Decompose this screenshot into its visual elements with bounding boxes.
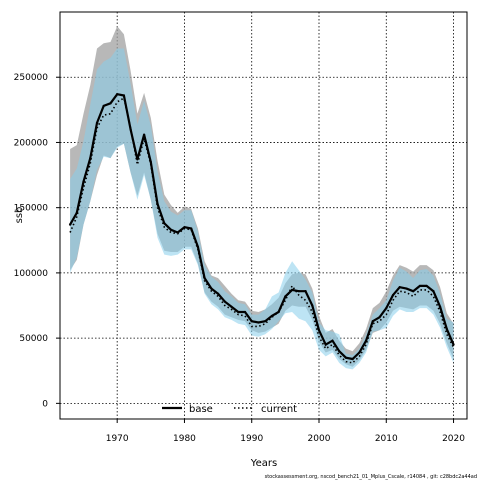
point-base <box>129 128 132 131</box>
point-base <box>412 290 415 293</box>
y-axis: 0 50000 100000 150000 200000 250000 <box>14 73 60 409</box>
point-base <box>405 287 408 290</box>
point-base <box>122 94 126 97</box>
point-base <box>257 321 260 324</box>
point-base <box>398 286 401 289</box>
point-base <box>116 93 119 96</box>
point-base <box>317 329 321 332</box>
point-base <box>149 160 152 164</box>
x-axis: 1970 1980 1990 2000 2010 2020 <box>106 419 465 444</box>
point-base <box>230 305 233 308</box>
series-lines <box>68 92 455 364</box>
x-tick-label: 1990 <box>240 434 263 444</box>
x-tick-label: 1980 <box>173 434 196 444</box>
point-base <box>378 316 381 319</box>
point-base <box>438 305 442 308</box>
point-base <box>163 222 166 225</box>
point-base <box>344 356 348 359</box>
point-base <box>418 284 422 288</box>
y-axis-title: ssb <box>14 207 25 224</box>
legend-label-current: current <box>261 404 297 415</box>
legend: base current <box>162 404 297 415</box>
x-tick-label: 2020 <box>442 434 465 444</box>
plot-frame <box>59 11 468 420</box>
point-base <box>371 320 374 323</box>
point-base <box>68 223 72 226</box>
point-base <box>284 295 287 298</box>
point-base <box>169 228 173 231</box>
y-tick-label: 150000 <box>14 204 49 214</box>
point-base <box>109 102 112 105</box>
point-base <box>190 227 193 230</box>
line-base <box>69 92 455 361</box>
y-tick-label: 250000 <box>14 73 49 83</box>
point-base <box>102 104 105 108</box>
y-tick-label: 50000 <box>19 334 48 344</box>
x-tick-label: 2000 <box>308 434 331 444</box>
point-base <box>304 290 307 293</box>
point-base <box>331 339 334 342</box>
y-tick-label: 0 <box>42 399 48 409</box>
x-axis-title: Years <box>250 458 277 469</box>
point-base <box>250 320 253 323</box>
point-base <box>324 343 327 346</box>
line-current <box>69 96 455 364</box>
point-base <box>311 304 314 307</box>
point-base <box>82 180 85 183</box>
x-tick-label: 2010 <box>375 434 398 444</box>
point-base <box>338 350 341 353</box>
legend-label-base: base <box>189 404 213 415</box>
y-tick-label: 100000 <box>14 269 49 279</box>
confidence-bands <box>70 26 454 370</box>
point-base <box>297 290 300 293</box>
band-current <box>70 48 454 370</box>
point-base <box>385 307 388 310</box>
x-tick-label: 1970 <box>106 434 129 444</box>
point-base <box>264 320 267 323</box>
point-base <box>210 287 213 290</box>
point-base <box>432 290 435 293</box>
point-base <box>142 133 146 136</box>
point-base <box>445 327 448 331</box>
point-base <box>351 357 354 361</box>
point-base <box>425 284 428 288</box>
point-base <box>391 293 395 297</box>
point-base <box>243 310 247 314</box>
point-base <box>358 351 361 354</box>
point-base <box>290 288 294 291</box>
point-base <box>95 121 99 124</box>
y-tick-label: 200000 <box>14 138 49 148</box>
point-base <box>223 300 226 303</box>
footnote: stockassessment.org, nscod_bench21_01_Mp… <box>265 474 477 480</box>
point-base <box>216 292 220 295</box>
point-base <box>237 310 240 314</box>
